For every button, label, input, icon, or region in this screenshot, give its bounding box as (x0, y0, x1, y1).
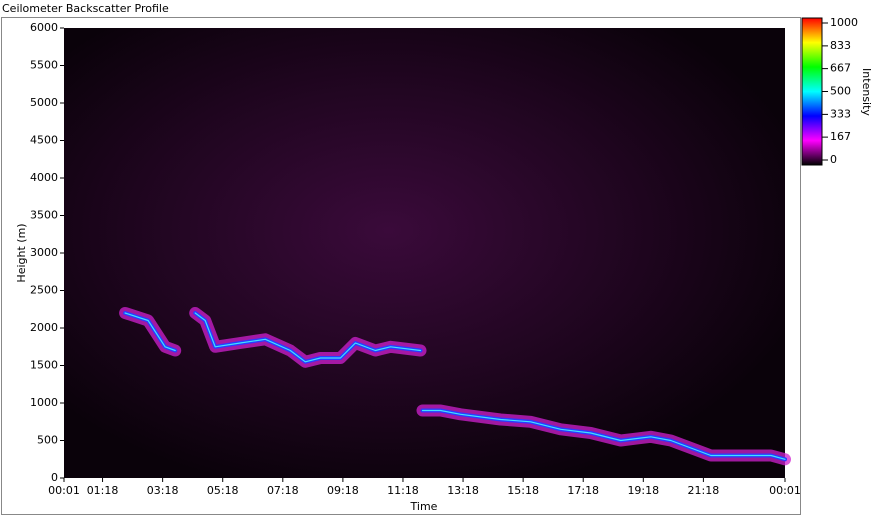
colorbar-tick-label: 833 (830, 39, 851, 52)
colorbar-tick-label: 667 (830, 62, 851, 75)
y-tick-label: 3500 (30, 209, 58, 222)
y-axis-label: Height (m) (15, 223, 28, 282)
y-tick-label: 1500 (30, 359, 58, 372)
x-tick-label: 03:18 (147, 484, 179, 497)
y-tick-label: 0 (51, 471, 58, 484)
y-tick-label: 5000 (30, 96, 58, 109)
x-tick-label: 13:18 (447, 484, 479, 497)
layer-center (194, 312, 422, 363)
colorbar-tick-label: 0 (830, 153, 837, 166)
plot-area (64, 28, 785, 478)
y-tick-label: 4000 (30, 171, 58, 184)
layer-center (124, 312, 176, 352)
x-tick-label: 11:18 (387, 484, 419, 497)
colorbar-tick-label: 167 (830, 130, 851, 143)
x-tick-label: 17:18 (567, 484, 599, 497)
x-tick-label: 01:18 (87, 484, 119, 497)
y-tick-label: 2500 (30, 284, 58, 297)
y-tick-label: 3000 (30, 246, 58, 259)
x-tick-label: 07:18 (267, 484, 299, 497)
x-tick-label: 19:18 (627, 484, 659, 497)
x-tick-label: 21:18 (688, 484, 720, 497)
y-tick-label: 1000 (30, 396, 58, 409)
frame (1, 17, 801, 515)
colorbar (801, 17, 823, 166)
chart-title: Ceilometer Backscatter Profile (2, 2, 169, 15)
x-tick-label: 09:18 (327, 484, 359, 497)
x-tick-label: 00:01 (769, 484, 801, 497)
y-tick-label: 500 (37, 434, 58, 447)
y-tick-label: 6000 (30, 21, 58, 34)
colorbar-tick-label: 1000 (830, 16, 858, 29)
x-tick-label: 15:18 (507, 484, 539, 497)
colorbar-tick-label: 333 (830, 107, 851, 120)
y-tick-label: 4500 (30, 134, 58, 147)
x-tick-label: 05:18 (207, 484, 239, 497)
colorbar-tick-label: 500 (830, 85, 851, 98)
x-axis-label: Time (410, 500, 438, 513)
layer-center (421, 409, 786, 460)
x-tick-label: 00:01 (48, 484, 80, 497)
colorbar-label: Intensity (860, 68, 873, 116)
y-tick-label: 2000 (30, 321, 58, 334)
y-tick-label: 5500 (30, 59, 58, 72)
